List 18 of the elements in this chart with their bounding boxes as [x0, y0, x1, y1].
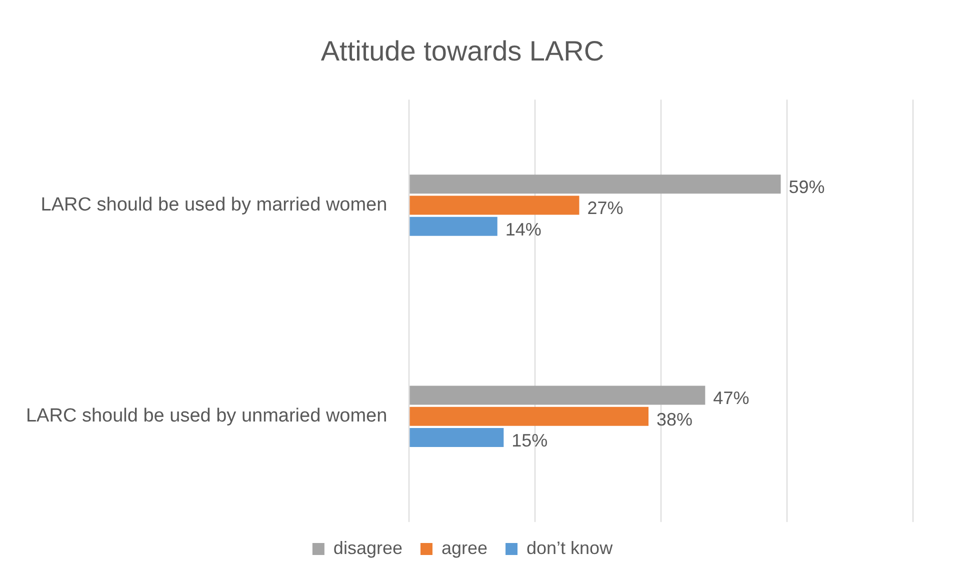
legend-label: agree: [441, 538, 488, 558]
y-tick-label: LARC should be used by married women: [40, 194, 388, 216]
chart-title: Attitude towards LARC: [320, 36, 604, 67]
bar: [410, 428, 504, 448]
data-label: 14%: [505, 219, 542, 240]
legend-label: disagree: [333, 538, 402, 558]
data-label: 15%: [512, 430, 548, 450]
bar: [410, 406, 649, 426]
bar: [410, 196, 580, 215]
data-label: 27%: [587, 198, 624, 218]
bar: [410, 216, 498, 236]
data-label: 47%: [713, 388, 750, 408]
data-label: 38%: [656, 409, 693, 430]
data-label: 59%: [788, 177, 825, 198]
legend-label: don’t know: [526, 538, 614, 558]
y-tick-label: LARC should be used by unmaried women: [26, 406, 388, 427]
bar: [410, 386, 706, 405]
bar: [410, 174, 781, 194]
